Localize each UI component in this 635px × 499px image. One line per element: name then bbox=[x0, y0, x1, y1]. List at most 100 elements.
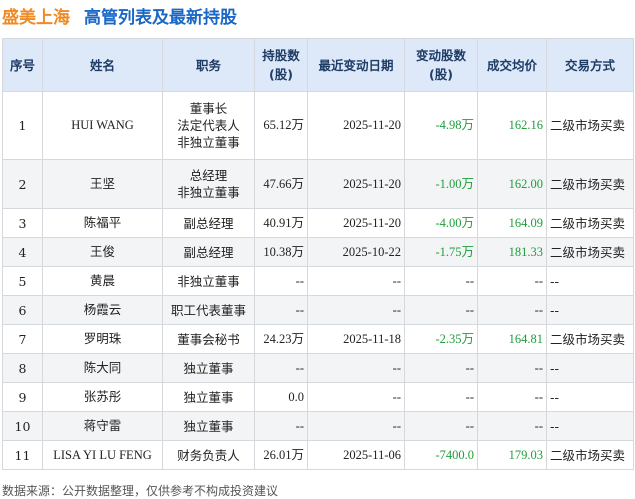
position-label: 总经理 bbox=[189, 168, 228, 183]
table-row: 8 陈大同 独立董事 -- -- -- -- -- bbox=[2, 353, 634, 383]
executive-name: 陈福平 bbox=[42, 208, 163, 238]
table-row: 6 杨霞云 职工代表董事 -- -- -- -- -- bbox=[2, 295, 634, 325]
column-header: 成交均价 bbox=[477, 38, 547, 92]
position-cell: 独立董事 bbox=[162, 353, 255, 383]
change-date: 2025-11-20 bbox=[307, 208, 405, 238]
trade-mode: -- bbox=[546, 353, 634, 383]
position-cell: 董事长法定代表人非独立董事 bbox=[162, 91, 255, 160]
avg-price: 164.09 bbox=[477, 208, 547, 238]
avg-price: -- bbox=[477, 353, 547, 383]
table-row: 7 罗明珠 董事会秘书 24.23万 2025-11-18 -2.35万 164.81 二级市… bbox=[2, 324, 634, 354]
position-label: 法定代表人 bbox=[177, 118, 240, 133]
table-title: 高管列表及最新持股 bbox=[84, 7, 237, 28]
row-index: 4 bbox=[2, 237, 43, 267]
change-value: -- bbox=[404, 382, 478, 412]
position-cell: 独立董事 bbox=[162, 411, 255, 441]
column-header: 最近变动日期 bbox=[307, 38, 405, 92]
avg-price: 164.81 bbox=[477, 324, 547, 354]
executive-name: 王坚 bbox=[42, 159, 163, 209]
executive-name: 王俊 bbox=[42, 237, 163, 267]
avg-price: -- bbox=[477, 382, 547, 412]
position-label: 董事会秘书 bbox=[177, 331, 240, 347]
table-header-row: 序号 姓名 职务 持股数(股) 最近变动日期 变动股数(股) 成交均价 交易方式 bbox=[2, 38, 634, 92]
holding-value: -- bbox=[254, 353, 308, 383]
change-value: -- bbox=[404, 266, 478, 296]
table-row: 5 黄晨 非独立董事 -- -- -- -- -- bbox=[2, 266, 634, 296]
position-label: 副总经理 bbox=[183, 244, 234, 260]
position-label: 财务负责人 bbox=[177, 447, 240, 463]
change-date: -- bbox=[307, 295, 405, 325]
trade-mode: 二级市场买卖 bbox=[546, 440, 634, 470]
holding-value: 24.23万 bbox=[254, 324, 308, 354]
table-row: 1 HUI WANG 董事长 法定代表人 非独立董事 65.12万 2025-11-20 -4… bbox=[2, 91, 634, 160]
column-header: 持股数(股) bbox=[254, 38, 308, 92]
trade-mode: -- bbox=[546, 295, 634, 325]
executive-name: 陈大同 bbox=[42, 353, 163, 383]
change-value: -4.00万 bbox=[404, 208, 478, 238]
holding-value: -- bbox=[254, 295, 308, 325]
change-value: -1.00万 bbox=[404, 159, 478, 209]
executive-name: LISA YI LU FENG bbox=[42, 440, 163, 470]
change-date: 2025-11-18 bbox=[307, 324, 405, 354]
holding-value: 10.38万 bbox=[254, 237, 308, 267]
company-name: 盛美上海 bbox=[2, 7, 70, 28]
table-row: 2 王坚 总经理 非独立董事 47.66万 2025-11-20 -1.00万 162.00 二… bbox=[2, 159, 634, 209]
change-value: -7400.0 bbox=[404, 440, 478, 470]
change-date: 2025-11-20 bbox=[307, 159, 405, 209]
row-index: 7 bbox=[2, 324, 43, 354]
change-value: -- bbox=[404, 353, 478, 383]
trade-mode: 二级市场买卖 bbox=[546, 91, 634, 160]
change-date: 2025-11-06 bbox=[307, 440, 405, 470]
position-cell: 董事会秘书 bbox=[162, 324, 255, 354]
change-value: -4.98万 bbox=[404, 91, 478, 160]
avg-price: -- bbox=[477, 411, 547, 441]
holding-value: 65.12万 bbox=[254, 91, 308, 160]
position-label: 非独立董事 bbox=[177, 185, 240, 200]
trade-mode: 二级市场买卖 bbox=[546, 237, 634, 267]
change-value: -- bbox=[404, 411, 478, 441]
row-index: 9 bbox=[2, 382, 43, 412]
change-value: -2.35万 bbox=[404, 324, 478, 354]
table-row: 3 陈福平 副总经理 40.91万 2025-11-20 -4.00万 164.09 二级市场… bbox=[2, 208, 634, 238]
change-date: 2025-10-22 bbox=[307, 237, 405, 267]
row-index: 1 bbox=[2, 91, 43, 160]
table-row: 4 王俊 副总经理 10.38万 2025-10-22 -1.75万 181.33 二级市场买… bbox=[2, 237, 634, 267]
avg-price: 162.00 bbox=[477, 159, 547, 209]
avg-price: -- bbox=[477, 295, 547, 325]
executive-name: 蒋守雷 bbox=[42, 411, 163, 441]
avg-price: 181.33 bbox=[477, 237, 547, 267]
change-date: -- bbox=[307, 382, 405, 412]
data-source-note: 数据来源：公开数据整理，仅供参考不构成投资建议 bbox=[2, 484, 279, 498]
row-index: 2 bbox=[2, 159, 43, 209]
executive-table: 序号 姓名 职务 持股数(股) 最近变动日期 变动股数(股) 成交均价 交易方式… bbox=[2, 38, 634, 470]
row-index: 11 bbox=[2, 440, 43, 470]
change-value: -- bbox=[404, 295, 478, 325]
column-header: 职务 bbox=[162, 38, 255, 92]
holding-value: -- bbox=[254, 411, 308, 441]
table-row: 11 LISA YI LU FENG 财务负责人 26.01万 2025-11-06 -7… bbox=[2, 440, 634, 470]
position-label: 非独立董事 bbox=[177, 135, 240, 150]
row-index: 3 bbox=[2, 208, 43, 238]
row-index: 8 bbox=[2, 353, 43, 383]
holding-value: 26.01万 bbox=[254, 440, 308, 470]
page-title: 盛美上海 高管列表及最新持股 bbox=[2, 0, 237, 30]
trade-mode: 二级市场买卖 bbox=[546, 208, 634, 238]
change-date: -- bbox=[307, 411, 405, 441]
position-cell: 非独立董事 bbox=[162, 266, 255, 296]
trade-mode: 二级市场买卖 bbox=[546, 324, 634, 354]
position-label: 董事长 bbox=[189, 101, 228, 116]
holding-value: 0.0 bbox=[254, 382, 308, 412]
executive-name: 杨霞云 bbox=[42, 295, 163, 325]
row-index: 10 bbox=[2, 411, 43, 441]
row-index: 5 bbox=[2, 266, 43, 296]
avg-price: 179.03 bbox=[477, 440, 547, 470]
position-cell: 独立董事 bbox=[162, 382, 255, 412]
executive-name: 张苏彤 bbox=[42, 382, 163, 412]
change-date: -- bbox=[307, 353, 405, 383]
position-cell: 职工代表董事 bbox=[162, 295, 255, 325]
holding-value: 47.66万 bbox=[254, 159, 308, 209]
executive-name: HUI WANG bbox=[42, 91, 163, 160]
table-row: 10 蒋守雷 独立董事 -- -- -- -- -- bbox=[2, 411, 634, 441]
executive-name: 罗明珠 bbox=[42, 324, 163, 354]
trade-mode: -- bbox=[546, 382, 634, 412]
